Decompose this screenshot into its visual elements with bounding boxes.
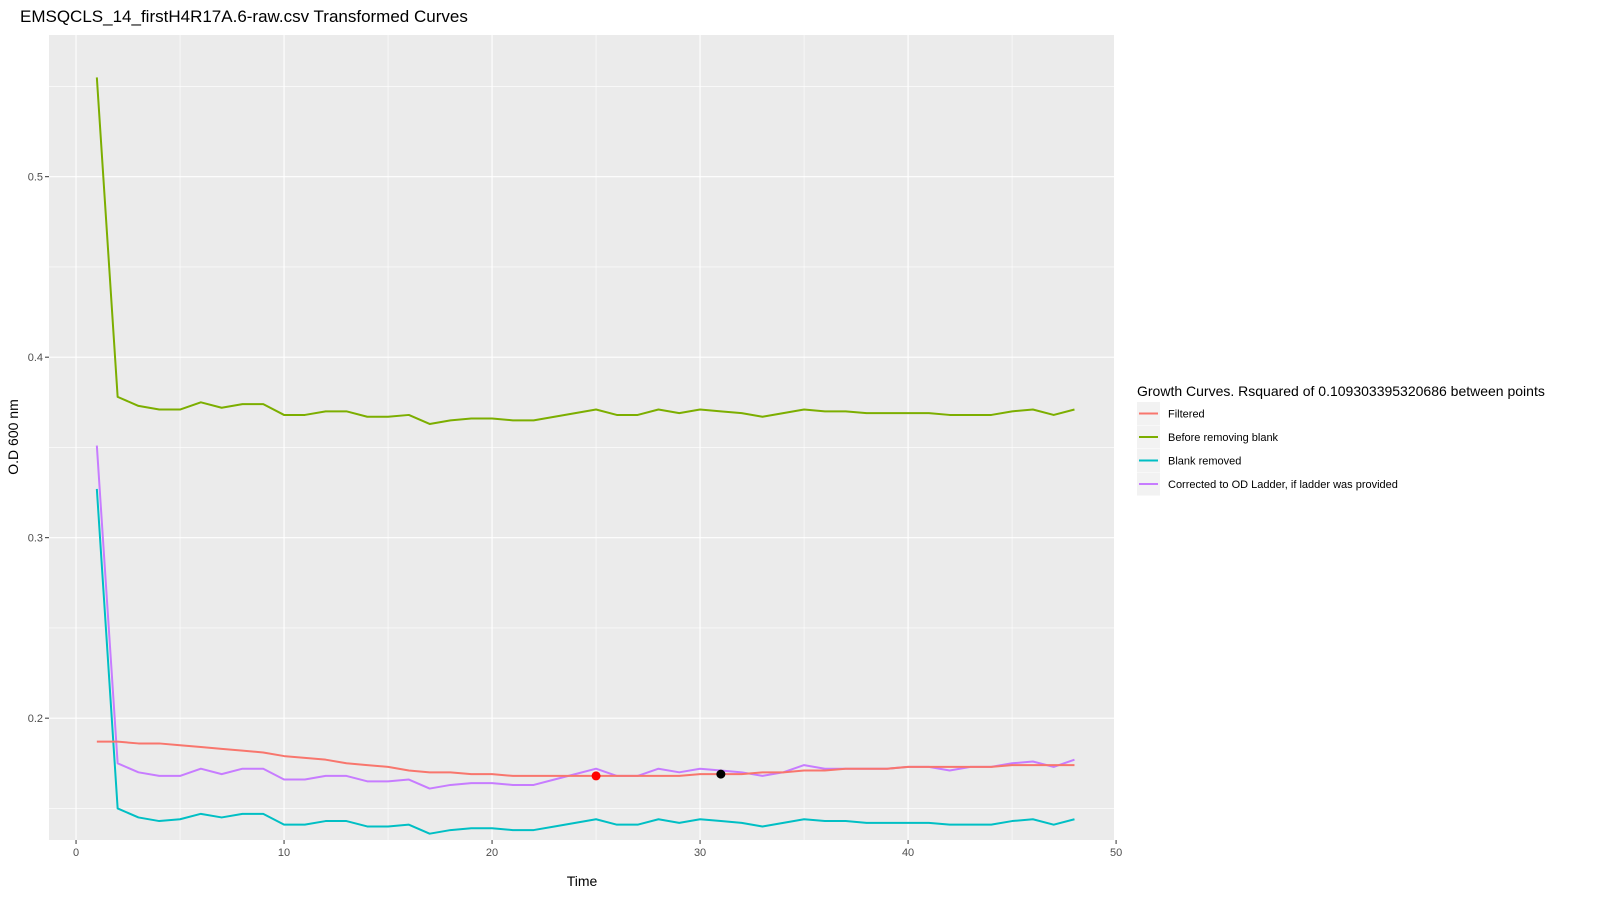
y-axis-title: O.D 600 nm [5,399,21,474]
series-line-1 [95,77,1075,425]
highlight-point-1 [716,769,726,779]
x-tick-label: 10 [278,847,290,859]
series-line-2 [95,488,1075,835]
x-tick-label: 20 [486,847,498,859]
series-lines [95,77,1075,835]
chart-title: EMSQCLS_14_firstH4R17A.6-raw.csv Transfo… [20,7,468,26]
plot-panel [49,35,1114,840]
y-tick-label: 0.5 [28,172,43,184]
legend-label: Blank removed [1168,456,1241,468]
x-tick-label: 50 [1110,847,1122,859]
x-tick-label: 0 [73,847,79,859]
y-axis-ticks: 0.2 0.3 0.4 0.5 [28,172,49,725]
y-tick-label: 0.3 [28,533,43,545]
y-tick-label: 0.4 [28,352,43,364]
grid-lines [49,35,1117,840]
x-tick-label: 40 [902,847,914,859]
x-axis-title: Time [567,873,598,889]
legend-label: Corrected to OD Ladder, if ladder was pr… [1168,479,1398,491]
x-axis-ticks: 0 10 20 30 40 50 [73,840,1122,859]
legend-label: Before removing blank [1168,432,1279,444]
series-line-0 [96,740,1075,777]
legend-title: Growth Curves. Rsquared of 0.10930339532… [1137,383,1545,399]
x-tick-label: 30 [694,847,706,859]
highlight-point-0 [591,771,601,781]
y-tick-label: 0.2 [28,713,43,725]
legend: Growth Curves. Rsquared of 0.10930339532… [1137,383,1545,496]
legend-items: Filtered Before removing blank Blank remov… [1137,402,1398,496]
highlight-points [591,769,726,781]
legend-label: Filtered [1168,409,1205,421]
